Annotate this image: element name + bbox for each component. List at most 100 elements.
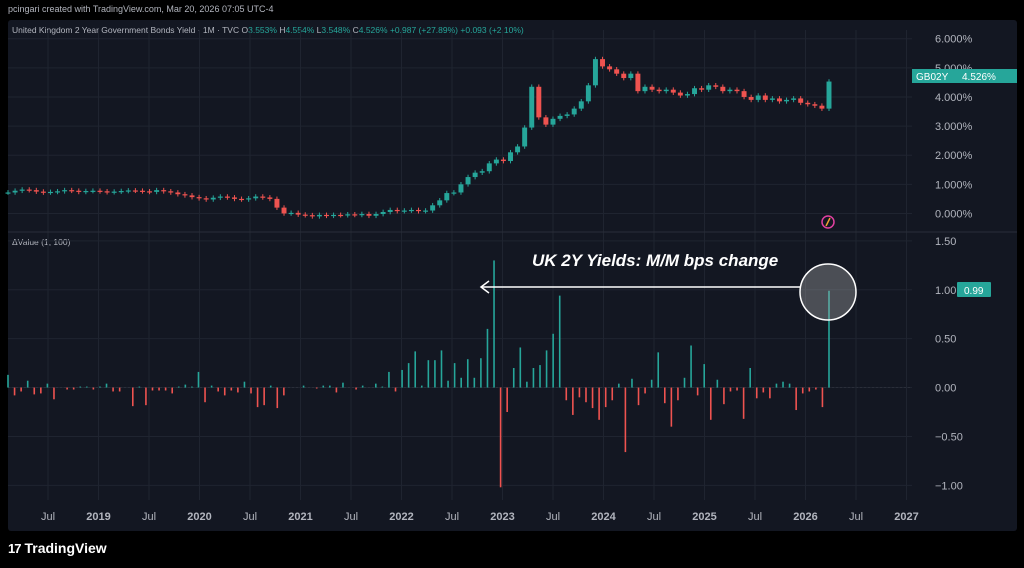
candle-body [826,81,832,109]
candle-body [713,85,719,87]
ohlc-value: 3.553% [248,25,277,35]
candle-body [451,192,457,194]
indicator-tick-label: 1.50 [935,236,956,248]
candle-body [154,190,160,192]
candle-body [217,196,223,198]
candle-body [677,92,683,96]
candle-body [508,152,513,162]
candle-body [345,214,351,216]
time-tick-label: Jul [243,511,257,523]
candle-body [430,205,436,211]
candle-body [104,191,110,193]
time-tick-label: 2019 [86,511,110,523]
candle-body [97,190,103,192]
time-tick-label: 2023 [490,511,514,523]
candle-body [628,73,634,79]
price-tick-label: 6.000% [935,34,973,46]
time-x-axis: Jul 2019 Jul 2020 Jul 2021 Jul 2022 Jul 2023 Jul 20… [41,511,919,523]
candle-body [352,214,358,216]
candle-body [642,86,648,92]
candle-body [798,98,804,103]
candle-body [33,190,39,192]
ohlc-values: O3.553% H4.554% L3.548% C4.526% [241,25,387,35]
candle-body [182,194,188,196]
candle-body [592,59,598,86]
candle-body [338,214,344,217]
candle-body [168,191,174,193]
candle-body [147,191,153,193]
tradingview-logo[interactable]: 17 TradingView [8,540,107,556]
candle-body [762,95,768,100]
candle-body [302,214,308,216]
indicator-tick-label: 0.00 [935,383,956,395]
candle-body [62,190,68,192]
candle-body [132,190,138,192]
candle-body [776,98,782,102]
candle-body [47,191,53,194]
candle-body [324,214,329,217]
candle-body [118,191,124,193]
candle-body [769,98,775,100]
price-tag-symbol: GB02Y [916,72,949,83]
candle-body [741,91,747,97]
candle-body [614,69,620,74]
candle-body [408,209,414,212]
candle-body [253,196,259,199]
candle-body [281,207,287,214]
candle-body [706,85,712,90]
indicator-tick-label: 0.50 [935,334,956,346]
candle-body [784,99,790,102]
candle-body [600,59,605,67]
candle-body [139,190,145,192]
candle-body [224,196,230,198]
candle-body [288,212,294,215]
candle-body [189,195,195,198]
candle-body [621,73,627,79]
time-tick-label: 2025 [692,511,716,523]
candle-body [295,212,301,215]
candle-body [571,108,577,115]
candle-body [69,190,75,192]
candle-body [755,95,761,100]
brand-name: TradingView [24,540,107,556]
candle-body [550,118,556,125]
candle-body [578,101,584,109]
chart-frame[interactable] [8,20,1017,531]
time-tick-label: 2026 [793,511,817,523]
tv-mark-icon: 17 [8,540,22,556]
candle-body [55,191,61,193]
arrow-head [479,280,490,294]
time-tick-label: Jul [445,511,459,523]
annotation-group: UK 2Y Yields: M/M bps change [479,251,857,321]
candle-body [331,214,337,217]
indicator-tag: 0.99 [957,282,991,297]
candle-body [812,104,818,106]
annotation-text: UK 2Y Yields: M/M bps change [532,251,778,270]
price-tag-value: 4.526% [962,72,996,83]
candle-body [585,85,591,102]
candle-body [309,215,315,217]
candle-body [274,198,280,208]
candle-body [12,190,18,193]
indicator-tick-label: 1.00 [935,285,956,297]
time-tick-label: Jul [647,511,661,523]
candle-body [500,159,506,162]
time-tick-label: Jul [546,511,560,523]
candle-body [805,102,811,105]
candle-body [316,214,322,217]
change-last: +0.093 (+2.10%) [460,25,524,35]
candle-body [607,66,613,70]
candle-body [748,96,754,100]
candle-body [727,89,733,92]
indicator-legend: ΔValue (1, 100) [12,237,71,247]
candle-body [90,190,96,192]
candle-body [125,190,131,192]
time-tick-label: Jul [849,511,863,523]
symbol-title: United Kingdom 2 Year Government Bonds Y… [12,25,240,35]
goto-realtime-icon[interactable] [821,215,835,229]
time-tick-label: Jul [344,511,358,523]
ohlc-label: H [276,25,286,35]
candle-series [5,56,832,219]
candle-body [373,214,379,216]
